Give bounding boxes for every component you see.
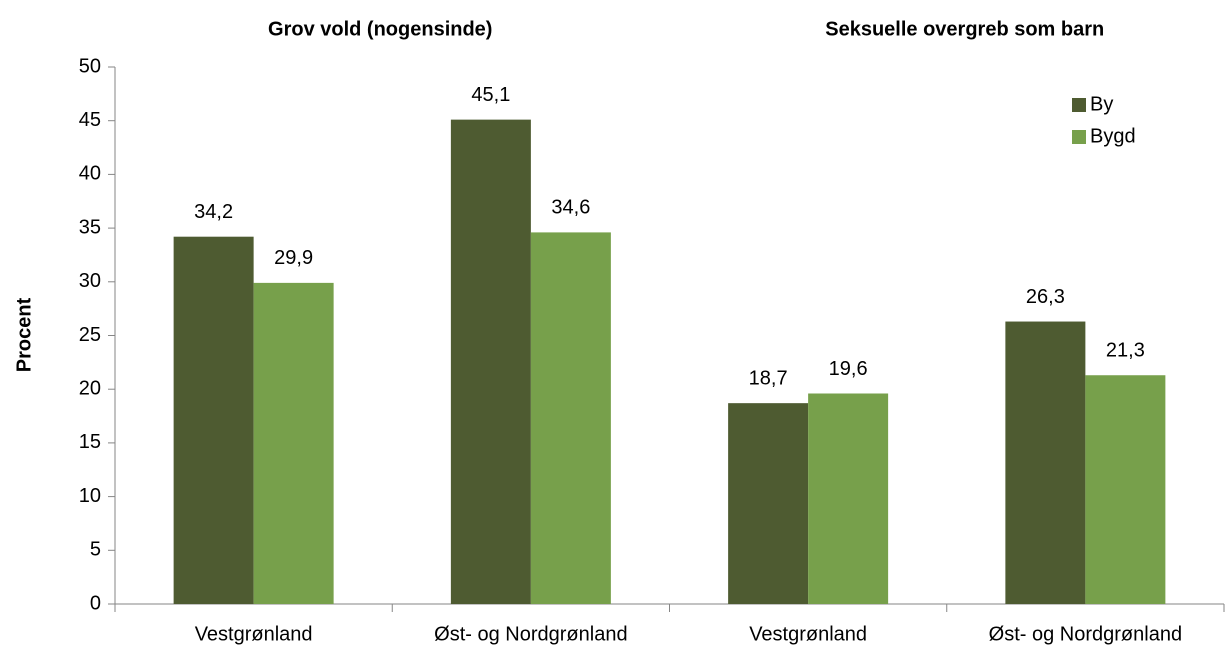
y-tick-label: 0 (90, 592, 101, 614)
bar (728, 403, 809, 604)
y-tick-label: 5 (90, 539, 101, 561)
x-tick-label: Vestgrønland (749, 623, 867, 645)
legend-swatch (1072, 98, 1086, 112)
x-tick-label: Vestgrønland (195, 623, 313, 645)
legend-swatch (1072, 130, 1086, 144)
group-title: Seksuelle overgreb som barn (825, 18, 1104, 40)
legend-label: By (1090, 93, 1113, 115)
y-tick-label: 10 (79, 485, 101, 507)
legend-label: Bygd (1090, 125, 1136, 147)
y-tick-label: 15 (79, 431, 101, 453)
bar (450, 119, 531, 604)
y-tick-label: 35 (79, 216, 101, 238)
y-tick-label: 25 (79, 324, 101, 346)
data-label: 29,9 (274, 247, 313, 269)
y-tick-label: 20 (79, 377, 101, 399)
bar (1085, 375, 1166, 604)
y-axis-label: Procent (13, 297, 35, 372)
data-label: 34,2 (194, 201, 233, 223)
bar (808, 393, 889, 604)
bar (253, 282, 334, 604)
data-label: 26,3 (1026, 286, 1065, 308)
bar (173, 236, 254, 604)
bar (1005, 321, 1086, 604)
group-title: Grov vold (nogensinde) (268, 18, 492, 40)
y-tick-label: 40 (79, 163, 101, 185)
x-tick-label: Øst- og Nordgrønland (434, 623, 627, 645)
data-label: 18,7 (749, 367, 788, 389)
x-tick-label: Øst- og Nordgrønland (989, 623, 1182, 645)
data-label: 45,1 (471, 84, 510, 106)
y-tick-label: 45 (79, 109, 101, 131)
bar (530, 232, 611, 604)
data-label: 34,6 (551, 197, 590, 219)
data-label: 19,6 (829, 358, 868, 380)
data-label: 21,3 (1106, 340, 1145, 362)
y-tick-label: 30 (79, 270, 101, 292)
y-tick-label: 50 (79, 55, 101, 77)
